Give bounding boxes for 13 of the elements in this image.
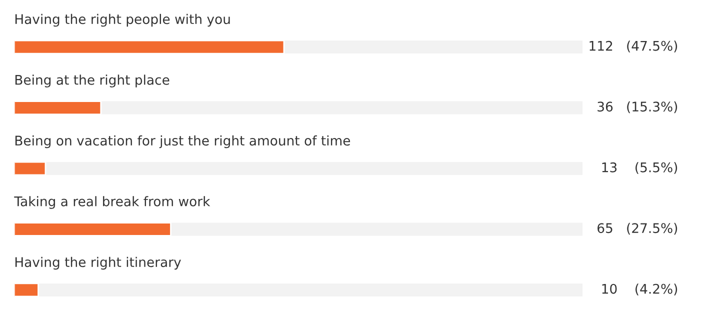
data-label: 36 (15.3%): [598, 101, 678, 114]
data-label: 112 (47.5%): [590, 40, 678, 52]
bar: [14, 161, 46, 176]
y-tick-label: Having the right itinerary: [15, 256, 181, 270]
y-tick-label: Having the right people with you: [15, 14, 230, 27]
y-tick-label: Being at the right place: [15, 74, 170, 88]
bar: [14, 100, 102, 115]
y-tick-label: Taking a real break from work: [14, 196, 210, 209]
data-label: 65 (27.5%): [598, 222, 678, 235]
bar: [14, 282, 39, 298]
data-label: 13 (5.5%): [602, 162, 678, 174]
y-tick-label: Being on vacation for just the right amount of time: [15, 135, 350, 148]
data-label: 10 (4.2%): [602, 284, 678, 296]
